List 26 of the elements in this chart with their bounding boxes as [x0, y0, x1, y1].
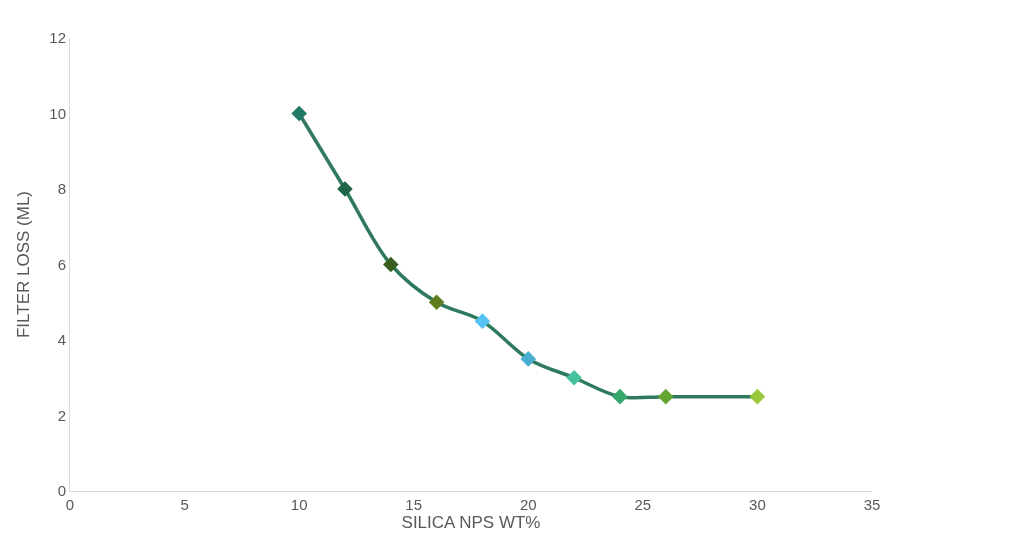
point [291, 105, 307, 122]
y-tick-label: 10 [49, 104, 66, 122]
point [520, 351, 537, 367]
point [383, 256, 399, 273]
y-tick-label: 2 [57, 406, 66, 424]
point [337, 181, 353, 197]
x-tick-label: 10 [290, 496, 308, 513]
point [566, 369, 582, 386]
y-tick-label: 6 [57, 255, 66, 273]
y-tick-label: 8 [57, 180, 66, 198]
x-tick-label: 15 [405, 496, 423, 513]
x-tick-label: 35 [863, 496, 881, 513]
x-axis-title: SILICA NPS WT% [401, 513, 541, 533]
point [612, 388, 628, 405]
y-axis-title: FILTER LOSS (ML) [13, 190, 33, 339]
point [474, 313, 491, 329]
point [657, 388, 674, 405]
x-tick-label: 30 [749, 496, 766, 513]
x-tick-label: 20 [519, 496, 537, 513]
y-tick-label: 12 [49, 29, 66, 47]
y-tick-label: 0 [57, 482, 66, 500]
point [749, 388, 766, 405]
x-tick-label: 5 [180, 496, 189, 513]
x-tick-label: 25 [634, 496, 652, 513]
y-tick-label: 4 [57, 331, 66, 349]
point [428, 294, 445, 311]
